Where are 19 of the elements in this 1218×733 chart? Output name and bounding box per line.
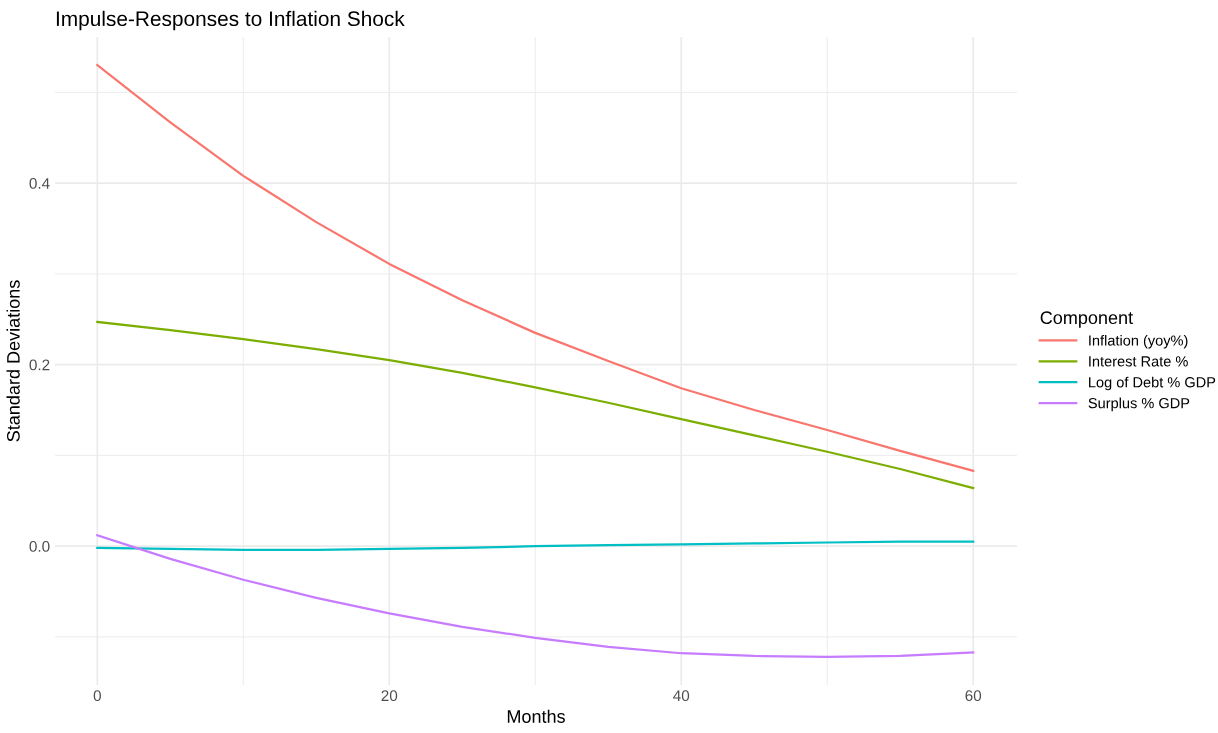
line-series [96,320,975,490]
y-tick-label: 0.2 [29,359,50,371]
y-axis-title: Standard Deviations [6,280,20,442]
x-axis-title: Months [507,709,565,723]
x-tick-label: 20 [381,690,398,702]
legend-label: Inflation (yoy%) [1089,334,1188,349]
x-tick-label: 40 [673,690,690,702]
x-tick-label: 60 [965,690,982,702]
legend-label: Interest Rate % [1089,356,1188,367]
legend-label: Log of Debt % GDP [1089,376,1216,391]
line-series [96,540,975,551]
line-series [96,534,975,658]
legend-title: Component [1040,311,1133,328]
legend-label: Surplus % GDP [1088,397,1190,412]
line-series [96,64,975,472]
y-tick-label: 0.0 [29,541,50,552]
y-tick-label: 0.4 [29,177,50,189]
x-tick-label: 0 [93,690,101,702]
chart-title: Impulse-Responses to Inflation Shock [56,10,405,31]
